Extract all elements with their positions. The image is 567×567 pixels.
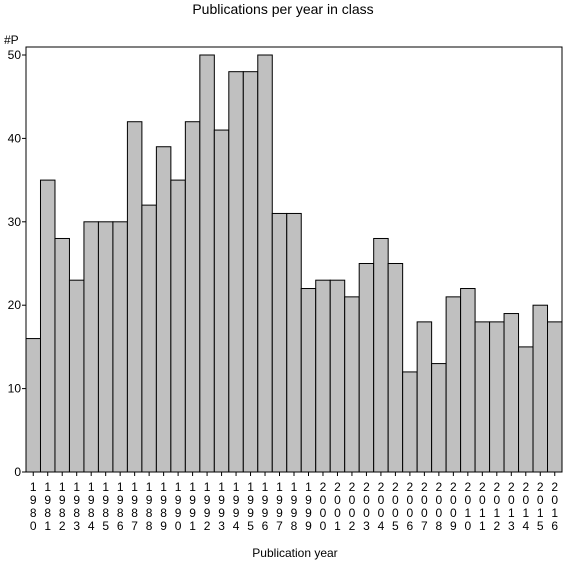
bar-1997 bbox=[271, 212, 288, 473]
y-tick-label: 0 bbox=[14, 465, 21, 479]
bar-1991 bbox=[184, 121, 201, 473]
bar-1986 bbox=[112, 221, 128, 473]
bar-1984 bbox=[83, 221, 99, 473]
y-axis-ticks: 0 10 20 30 40 50 bbox=[8, 48, 26, 479]
bar-1980 bbox=[25, 338, 41, 473]
bar-1985 bbox=[97, 221, 114, 473]
bar-1996 bbox=[257, 54, 273, 473]
bar-2009 bbox=[445, 296, 462, 473]
y-tick-label: 20 bbox=[8, 298, 22, 312]
bar-1983 bbox=[68, 279, 85, 473]
bar-2006 bbox=[402, 371, 418, 473]
chart-title: Publications per year in class bbox=[192, 1, 373, 17]
bar-1981 bbox=[39, 179, 56, 473]
bar-2002 bbox=[344, 296, 360, 473]
bar-2013 bbox=[503, 313, 520, 473]
bar-1988 bbox=[141, 204, 157, 473]
y-tick-label: 50 bbox=[8, 48, 22, 62]
y-tick-label: 40 bbox=[8, 131, 22, 145]
bar-1987 bbox=[126, 121, 143, 473]
y-axis-label: #P bbox=[4, 33, 19, 47]
bar-2000 bbox=[315, 279, 331, 473]
x-axis-label: Publication year bbox=[252, 546, 337, 560]
plot-frame bbox=[25, 46, 563, 473]
bar-1990 bbox=[170, 179, 186, 473]
bar-2016 bbox=[547, 321, 563, 473]
bar-1994 bbox=[228, 71, 244, 473]
bar-2014 bbox=[518, 346, 534, 473]
bar-1999 bbox=[300, 288, 317, 473]
bar-2012 bbox=[489, 321, 505, 473]
bar-2003 bbox=[358, 263, 375, 473]
bar-1989 bbox=[155, 146, 172, 473]
bar-1982 bbox=[54, 237, 70, 473]
bar-1998 bbox=[286, 212, 302, 473]
bar-2010 bbox=[460, 288, 476, 473]
bar-2004 bbox=[373, 237, 389, 473]
bar-2001 bbox=[329, 279, 346, 473]
bar-2005 bbox=[387, 263, 404, 473]
x-axis-ticks: 1 9 8 0 1 9 8 1 1 9 8 2 1 9 8 3 1 9 8 4 1 9 8 5 1 9 8 6 1 9 8 7 1 9 8 8 1 9 8 9… bbox=[30, 472, 558, 533]
bar-2011 bbox=[474, 321, 491, 473]
bar-2015 bbox=[532, 304, 549, 473]
bar-1995 bbox=[242, 71, 259, 473]
bars-group bbox=[25, 54, 563, 473]
bar-2008 bbox=[431, 363, 447, 473]
y-tick-label: 30 bbox=[8, 215, 22, 229]
bar-1993 bbox=[213, 129, 230, 473]
bar-1992 bbox=[199, 54, 215, 473]
y-tick-label: 10 bbox=[8, 382, 22, 396]
bar-2007 bbox=[416, 321, 433, 473]
